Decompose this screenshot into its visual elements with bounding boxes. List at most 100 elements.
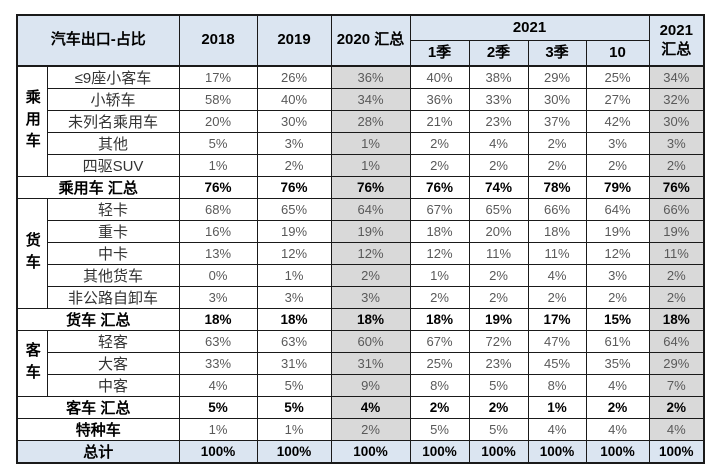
row-label: 四驱SUV xyxy=(46,154,180,177)
value-cell: 2% xyxy=(527,132,587,155)
value-cell: 1% xyxy=(330,154,411,177)
value-cell: 34% xyxy=(648,65,705,89)
value-cell: 19% xyxy=(256,220,332,243)
value-cell: 34% xyxy=(330,88,411,111)
value-cell: 27% xyxy=(585,88,650,111)
value-cell: 79% xyxy=(585,176,650,199)
value-cell: 4% xyxy=(468,132,529,155)
value-cell: 29% xyxy=(527,65,587,89)
value-cell: 78% xyxy=(527,176,587,199)
value-cell: 30% xyxy=(527,88,587,111)
row-label: 中客 xyxy=(46,374,180,397)
table-title-cell: 汽车出口-占比 xyxy=(16,14,180,67)
value-cell: 5% xyxy=(178,132,258,155)
value-cell: 47% xyxy=(527,330,587,353)
value-cell: 2% xyxy=(468,286,529,309)
value-cell: 72% xyxy=(468,330,529,353)
row-group-label: 客车 xyxy=(16,330,48,397)
value-cell: 63% xyxy=(178,330,258,353)
value-cell: 26% xyxy=(256,65,332,89)
value-cell: 2% xyxy=(468,396,529,419)
value-cell: 1% xyxy=(178,154,258,177)
value-cell: 100% xyxy=(178,440,258,464)
value-cell: 100% xyxy=(409,440,470,464)
table-row: 其他货车 0% 1% 2% 1% 2% 4% 3% 2% xyxy=(17,264,705,287)
value-cell: 2% xyxy=(409,286,470,309)
value-cell: 33% xyxy=(178,352,258,375)
table-row: 未列名乘用车 20% 30% 28% 21% 23% 37% 42% 30% xyxy=(17,110,705,133)
row-label: 总计 xyxy=(16,440,180,464)
value-cell: 3% xyxy=(330,286,411,309)
value-cell: 9% xyxy=(330,374,411,397)
value-cell: 64% xyxy=(585,198,650,221)
row-label: 小轿车 xyxy=(46,88,180,111)
table-header: 汽车出口-占比 2018 2019 2020 汇总 2021 2021 汇总 1… xyxy=(16,14,705,67)
value-cell: 2% xyxy=(648,286,705,309)
value-cell: 3% xyxy=(256,286,332,309)
value-cell: 5% xyxy=(178,396,258,419)
value-cell: 11% xyxy=(648,242,705,265)
value-cell: 76% xyxy=(409,176,470,199)
value-cell: 76% xyxy=(178,176,258,199)
table-row: 货车 轻卡 68% 65% 64% 67% 65% 66% 64% 66% xyxy=(16,198,705,309)
value-cell: 8% xyxy=(409,374,470,397)
value-cell: 16% xyxy=(178,220,258,243)
value-cell: 5% xyxy=(409,418,470,441)
value-cell: 76% xyxy=(648,176,705,199)
row-label: 客车 汇总 xyxy=(16,396,180,419)
value-cell: 2% xyxy=(468,154,529,177)
row-label: 非公路自卸车 xyxy=(46,286,180,309)
row-label: 其他货车 xyxy=(46,264,180,287)
value-cell: 19% xyxy=(585,220,650,243)
value-cell: 61% xyxy=(585,330,650,353)
table-row: 小轿车 58% 40% 34% 36% 33% 30% 27% 32% xyxy=(17,88,705,111)
value-cell: 25% xyxy=(585,65,650,89)
value-cell: 3% xyxy=(256,132,332,155)
row-label: 特种车 xyxy=(16,418,180,441)
row-label: 未列名乘用车 xyxy=(46,110,180,133)
col-header-2019: 2019 xyxy=(256,14,332,67)
table-row: 客车 轻客 63% 63% 60% 67% 72% 47% 61% 64% xyxy=(16,330,705,397)
value-cell: 64% xyxy=(648,330,705,353)
col-header-2021-total: 2021 汇总 xyxy=(648,14,705,67)
value-cell: 17% xyxy=(527,308,587,331)
value-cell: 67% xyxy=(409,330,470,353)
row-label: 大客 xyxy=(46,352,180,375)
col-header-2018: 2018 xyxy=(178,14,258,67)
value-cell: 2% xyxy=(330,418,411,441)
value-cell: 23% xyxy=(468,110,529,133)
value-cell: 65% xyxy=(468,198,529,221)
value-cell: 31% xyxy=(256,352,332,375)
value-cell: 1% xyxy=(178,418,258,441)
col-header-m10: 10 xyxy=(585,40,650,67)
value-cell: 4% xyxy=(527,418,587,441)
value-cell: 100% xyxy=(468,440,529,464)
value-cell: 37% xyxy=(527,110,587,133)
value-cell: 11% xyxy=(527,242,587,265)
value-cell: 45% xyxy=(527,352,587,375)
value-cell: 18% xyxy=(330,308,411,331)
value-cell: 100% xyxy=(256,440,332,464)
col-header-q3: 3季 xyxy=(527,40,587,67)
value-cell: 18% xyxy=(648,308,705,331)
value-cell: 2% xyxy=(585,286,650,309)
value-cell: 2% xyxy=(409,154,470,177)
value-cell: 2% xyxy=(409,132,470,155)
value-cell: 4% xyxy=(585,418,650,441)
value-cell: 33% xyxy=(468,88,529,111)
value-cell: 20% xyxy=(178,110,258,133)
value-cell: 36% xyxy=(409,88,470,111)
row-label: 轻卡 xyxy=(46,198,180,221)
value-cell: 1% xyxy=(527,396,587,419)
value-cell: 4% xyxy=(178,374,258,397)
value-cell: 3% xyxy=(648,132,705,155)
value-cell: 30% xyxy=(256,110,332,133)
value-cell: 29% xyxy=(648,352,705,375)
table-row: 大客 33% 31% 31% 25% 23% 45% 35% 29% xyxy=(17,352,705,375)
value-cell: 2% xyxy=(585,396,650,419)
table-row: 客车 汇总 5% 5% 4% 2% 2% 1% 2% 2% xyxy=(16,396,705,419)
value-cell: 40% xyxy=(256,88,332,111)
value-cell: 58% xyxy=(178,88,258,111)
table-row: 中客 4% 5% 9% 8% 5% 8% 4% 7% xyxy=(17,374,705,397)
value-cell: 4% xyxy=(527,264,587,287)
